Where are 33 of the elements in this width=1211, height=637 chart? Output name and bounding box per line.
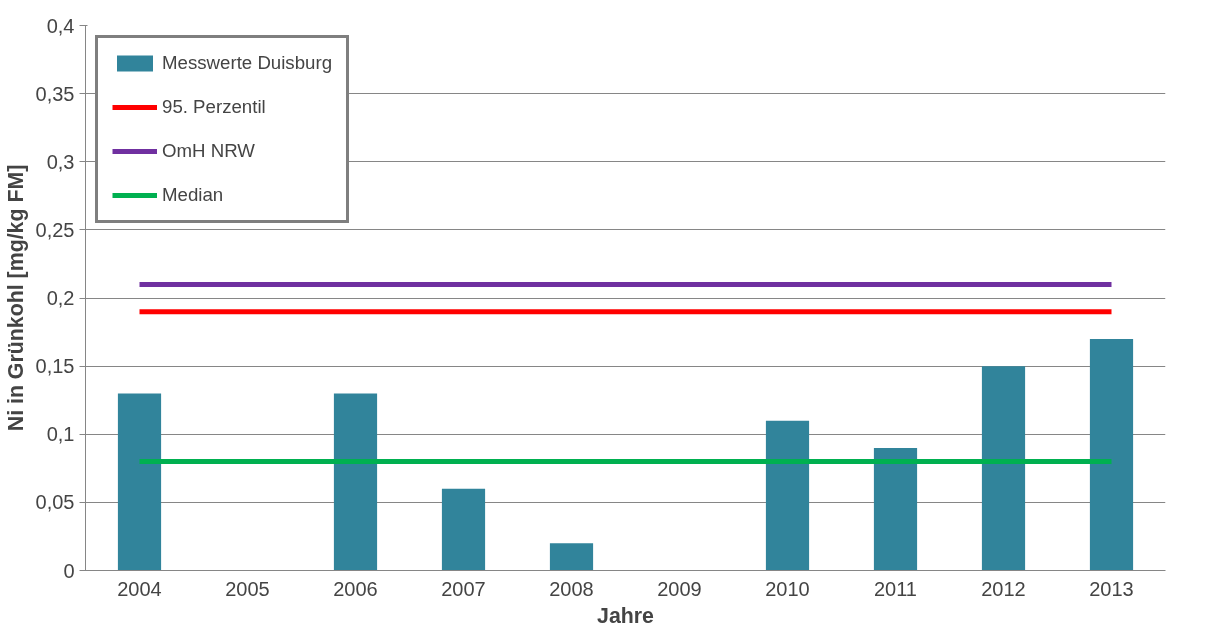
x-tick-label: 2005 [225, 577, 270, 600]
y-tick-label: 0,35 [35, 82, 75, 105]
x-tick-label: 2004 [117, 577, 162, 600]
bar [441, 488, 486, 571]
bar [873, 447, 918, 571]
bar [1089, 338, 1134, 571]
x-tick-label: 2009 [657, 577, 702, 600]
bar [333, 393, 378, 571]
y-axis-title: Ni in Grünkohl [mg/kg FM] [3, 164, 28, 432]
x-tick-label: 2007 [441, 577, 486, 600]
y-tick-label: 0 [63, 559, 75, 582]
bar [981, 366, 1026, 571]
bar [765, 420, 810, 571]
x-tick-label: 2010 [765, 577, 810, 600]
y-tick-label: 0,15 [35, 355, 75, 378]
y-tick-label: 0,3 [46, 150, 75, 173]
x-tick-label: 2008 [549, 577, 594, 600]
y-tick-label: 0,05 [35, 491, 75, 514]
bar [117, 393, 162, 571]
legend-label: 95. Perzentil [162, 96, 266, 118]
legend-label: Messwerte Duisburg [162, 52, 333, 74]
bar [549, 543, 594, 571]
x-tick-label: 2011 [874, 577, 918, 600]
legend-label: OmH NRW [162, 140, 255, 162]
y-tick-label: 0,1 [46, 423, 75, 446]
x-tick-label: 2006 [333, 577, 378, 600]
y-tick-label: 0,2 [46, 287, 75, 309]
x-tick-label: 2013 [1089, 577, 1134, 600]
y-tick-label: 0,25 [35, 218, 75, 241]
x-tick-label: 2012 [981, 577, 1026, 600]
x-axis-title: Jahre [597, 603, 655, 628]
legend-label: Median [162, 184, 224, 206]
y-tick-label: 0,4 [46, 14, 75, 37]
